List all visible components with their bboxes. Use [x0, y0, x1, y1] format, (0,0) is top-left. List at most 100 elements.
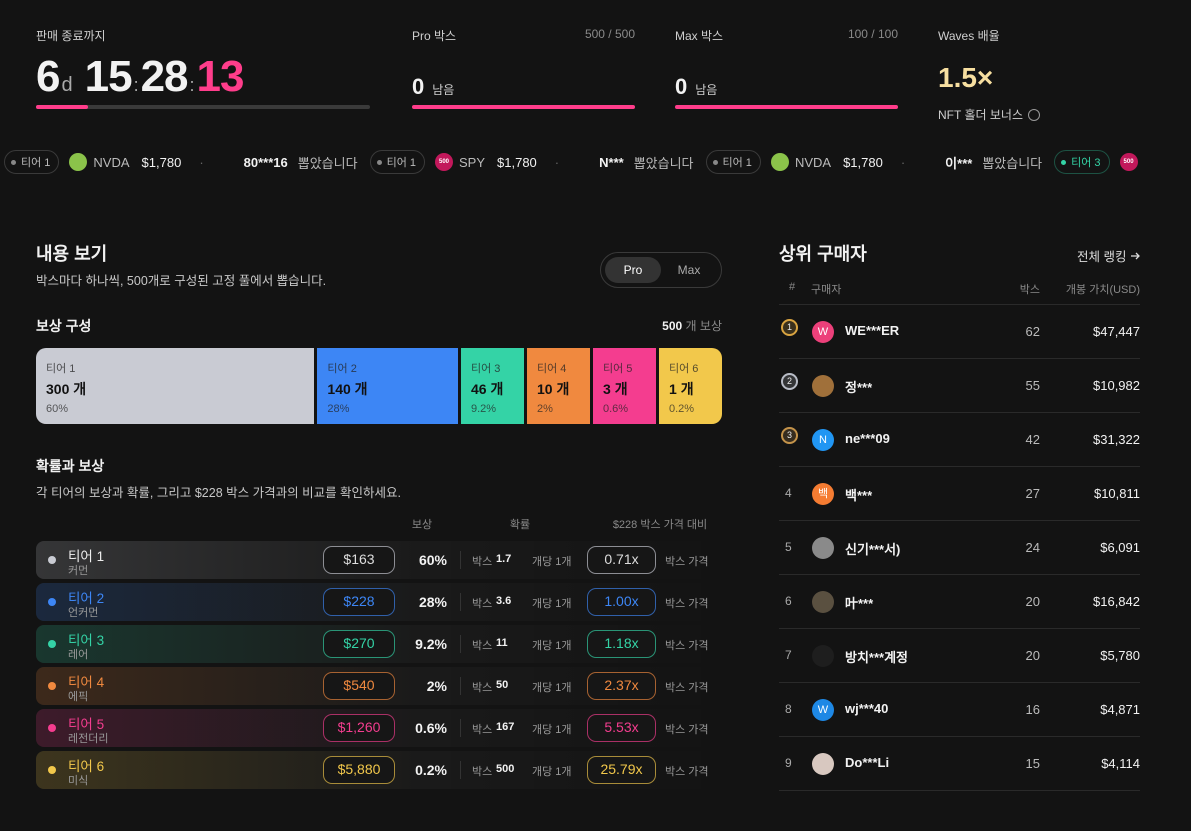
tier: 티어 3 — [68, 633, 105, 648]
divider — [460, 677, 461, 695]
ticker-item: 티어 1 NVDA $1,780 · 이*** 뽑았습니다 — [705, 150, 1043, 174]
ratio-label: 박스 가격 — [665, 682, 709, 694]
rarity: 미식 — [68, 775, 89, 787]
ratio-pill: 25.79x — [587, 756, 656, 784]
arrow-icon[interactable] — [1130, 251, 1140, 261]
ranking-row: 2 정*** 55 $10,982 — [779, 359, 1140, 413]
tier: 티어 1 — [386, 157, 416, 169]
reward-pill: $1,260 — [323, 714, 395, 742]
info-icon[interactable] — [1027, 108, 1040, 121]
count: 1 — [669, 381, 677, 397]
reward-segment: 티어 1 300 개 60% — [36, 348, 315, 424]
symbol: NVDA — [93, 154, 130, 170]
value: $4,871 — [1100, 702, 1140, 717]
ratio-pill: 0.71x — [587, 546, 656, 574]
odds-row: 티어 1 커먼 $163 60% 박스 1.7 개당 1개 0.71x 박스 가격 — [36, 541, 722, 579]
user: N*** — [599, 154, 624, 170]
odds-row: 티어 3 레어 $270 9.2% 박스 11 개당 1개 1.18x 박스 가격 — [36, 625, 722, 663]
column-header: 확률 — [509, 519, 531, 531]
tier-count: 46 개 — [471, 379, 514, 399]
per-unit: 개당 1개 — [532, 598, 572, 610]
ranking-row: 9 Do***Li 15 $4,114 — [779, 737, 1140, 791]
link-text[interactable]: 전체 랭킹 — [1077, 250, 1127, 264]
value: $4,114 — [1101, 756, 1140, 771]
column-header: 박스 — [1019, 284, 1040, 296]
avatar: W — [812, 321, 834, 343]
max-box-bar — [675, 105, 898, 109]
tier-pct: 9.2% — [471, 403, 497, 415]
tier-pct: 2% — [537, 403, 553, 415]
max-box-label: Max 박스 — [675, 29, 724, 43]
tier-pct: 0.2% — [669, 403, 695, 415]
per-unit: 개당 1개 — [532, 766, 572, 778]
name: 정*** — [845, 380, 873, 395]
name: wj***40 — [845, 701, 889, 716]
per-unit: 개당 1개 — [532, 724, 572, 736]
medal: 1 — [781, 319, 798, 336]
ratio-label: 박스 가격 — [665, 766, 709, 778]
value: $16,842 — [1093, 594, 1140, 609]
tier: 티어 3 — [1071, 157, 1101, 169]
ratio-pill: 1.00x — [587, 588, 656, 616]
unit: 개 — [490, 381, 504, 397]
name: ne***09 — [845, 431, 890, 446]
stock-icon — [69, 153, 88, 171]
ranking-row: 5 신기***서) 24 $6,091 — [779, 521, 1140, 575]
medal: 3 — [781, 427, 798, 444]
separator: : — [189, 75, 195, 95]
probability: 9.2% — [415, 636, 447, 652]
avatar: N — [812, 429, 834, 451]
tier-name: 티어 2 — [327, 363, 357, 375]
column-header: # — [789, 281, 796, 293]
tier-count: 10 개 — [537, 379, 580, 399]
odds-title: 확률과 보상 — [36, 458, 105, 474]
reward-segment: 티어 5 3 개 0.6% — [593, 348, 656, 424]
total-unit: 개 보상 — [685, 319, 722, 333]
ratio-pill: 2.37x — [587, 672, 656, 700]
ticker-item: 티어 1 500 SPY $1,780 · N*** 뽑았습니다 — [369, 150, 694, 174]
reward-pill: $540 — [323, 672, 395, 700]
medal: 2 — [781, 373, 798, 390]
tier: 티어 4 — [68, 675, 105, 690]
toggle: Pro Max — [600, 252, 722, 288]
waves-label: Waves 배율 — [938, 29, 1000, 43]
separator: · — [900, 154, 906, 170]
divider — [460, 635, 461, 653]
odds-row: 티어 4 에픽 $540 2% 박스 50 개당 1개 2.37x 박스 가격 — [36, 667, 722, 705]
rarity: 레어 — [68, 649, 89, 661]
name: 신기***서) — [845, 542, 901, 557]
box-count: 167 — [496, 721, 515, 733]
tier: 티어 5 — [68, 717, 105, 732]
user: 80***16 — [243, 154, 288, 170]
tier-dot — [48, 682, 56, 690]
waves-value: 1.5× — [938, 62, 994, 93]
rank: 4 — [785, 486, 792, 500]
column-header: 개봉 가치(USD) — [1065, 284, 1140, 296]
box-count: 3.6 — [496, 595, 512, 607]
ranking-row: 1 W WE***ER 62 $47,447 — [779, 305, 1140, 359]
ranking-link[interactable]: 전체 랭킹 — [1077, 246, 1140, 265]
box-count: 500 — [496, 763, 515, 775]
tier-count: 140 개 — [327, 379, 448, 399]
probability: 2% — [426, 678, 447, 694]
tier-dot — [11, 159, 16, 165]
unit: 개 — [556, 381, 570, 397]
toggle-option[interactable]: Pro — [605, 257, 661, 283]
boxes: 16 — [1025, 702, 1040, 717]
boxes: 20 — [1025, 594, 1040, 609]
avatar — [812, 645, 834, 667]
divider — [460, 551, 461, 569]
tier-dot — [1061, 159, 1067, 165]
boxes: 42 — [1025, 432, 1040, 447]
action: 뽑았습니다 — [982, 155, 1043, 171]
symbol: NVDA — [794, 154, 832, 170]
symbol: SPY — [459, 154, 486, 170]
toggle-option[interactable]: Max — [677, 263, 701, 277]
max-box-count: 100 / 100 — [847, 27, 898, 41]
unit: 개 — [680, 381, 694, 397]
ratio-label: 박스 가격 — [665, 640, 709, 652]
tier-pct: 0.6% — [603, 403, 629, 415]
per-unit: 개당 1개 — [532, 640, 572, 652]
odds-row: 티어 6 미식 $5,880 0.2% 박스 500 개당 1개 25.79x 박스 가격 — [36, 751, 722, 789]
